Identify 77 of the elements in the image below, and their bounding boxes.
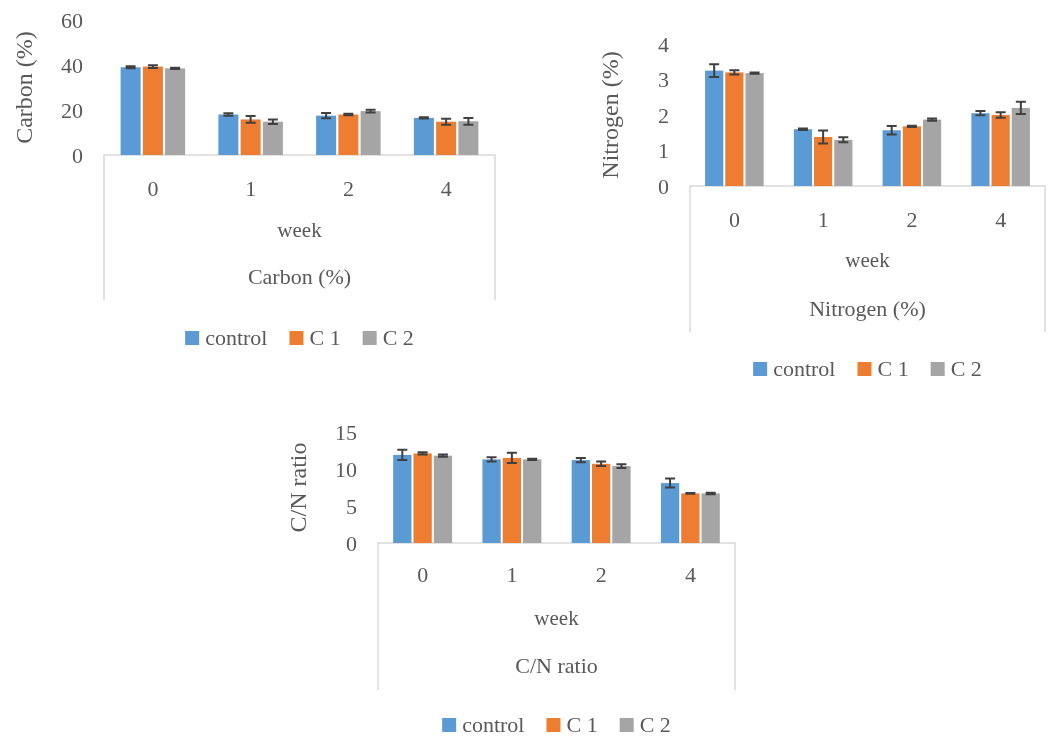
legend-label: control	[205, 325, 268, 350]
bar	[120, 67, 141, 155]
x-axis-title: week	[845, 248, 891, 272]
bar	[681, 493, 700, 543]
legend-label: control	[773, 356, 836, 381]
text: C/N ratio	[515, 653, 598, 678]
bar	[834, 139, 853, 186]
bar	[1011, 107, 1030, 186]
bar	[882, 130, 901, 186]
y-tick-label: 40	[61, 52, 83, 78]
bar	[458, 121, 479, 155]
legend-label: C 2	[639, 712, 671, 737]
bar	[433, 455, 453, 543]
bar	[793, 129, 813, 186]
bar	[922, 119, 942, 186]
bar	[971, 113, 990, 186]
x-tick-label: 1	[245, 175, 257, 201]
x-tick-label: 1	[817, 206, 829, 232]
x-axis-title: week	[277, 218, 323, 242]
x-tick-label: 0	[417, 561, 429, 587]
bar	[814, 137, 833, 186]
bar	[240, 119, 261, 155]
y-tick-label: 4	[658, 31, 669, 57]
bar	[902, 126, 921, 186]
bar	[502, 457, 522, 543]
bar	[338, 114, 359, 155]
y-tick-label: 60	[61, 7, 83, 33]
y-tick-label: 10	[335, 456, 357, 482]
y-tick-label: 3	[658, 67, 669, 93]
x-tick-label: 0	[147, 175, 159, 201]
x-tick-label: 4	[440, 175, 452, 201]
y-tick-label: 20	[61, 97, 83, 123]
bar	[436, 121, 457, 155]
bar	[612, 466, 631, 543]
y-axis-title: Carbon (%)	[11, 31, 37, 144]
bar	[725, 72, 744, 186]
x-tick-label: 4	[684, 561, 696, 587]
y-tick-label: 1	[658, 138, 669, 164]
text: Carbon (%)	[247, 264, 352, 289]
bar	[142, 66, 163, 155]
legend-label: C 1	[566, 712, 598, 737]
x-axis-title: week	[534, 606, 580, 630]
bar	[745, 73, 764, 186]
legend-label: C 2	[382, 325, 414, 350]
x-tick-label: 2	[906, 206, 918, 232]
bar	[591, 463, 611, 543]
bar	[165, 68, 186, 155]
y-tick-label: 0	[346, 530, 357, 556]
y-tick-label: 2	[658, 102, 669, 128]
bar	[413, 117, 434, 155]
y-tick-label: 5	[346, 493, 357, 519]
bar	[523, 459, 542, 543]
legend-label: control	[462, 712, 525, 737]
y-axis-title: C/N ratio	[285, 442, 311, 533]
legend-label: C 1	[309, 325, 341, 350]
y-axis-title: Nitrogen (%)	[597, 51, 623, 179]
text: Nitrogen (%)	[809, 296, 926, 321]
bar	[393, 454, 412, 543]
x-tick-label: 2	[595, 561, 607, 587]
bar	[660, 483, 680, 543]
y-tick-label: 0	[72, 142, 83, 168]
bar	[991, 115, 1010, 186]
bar	[482, 459, 501, 543]
bar	[262, 121, 283, 155]
bar	[571, 460, 590, 543]
bar	[705, 70, 724, 186]
x-tick-label: 1	[506, 561, 518, 587]
bar	[218, 114, 239, 155]
legend-label: C 1	[877, 356, 909, 381]
y-tick-label: 15	[335, 419, 357, 445]
x-tick-label: 4	[995, 206, 1007, 232]
bar	[701, 493, 720, 543]
bar	[413, 453, 432, 543]
legend-label: C 2	[950, 356, 982, 381]
bar	[316, 115, 337, 155]
x-tick-label: 0	[728, 206, 740, 232]
bar	[360, 111, 381, 155]
